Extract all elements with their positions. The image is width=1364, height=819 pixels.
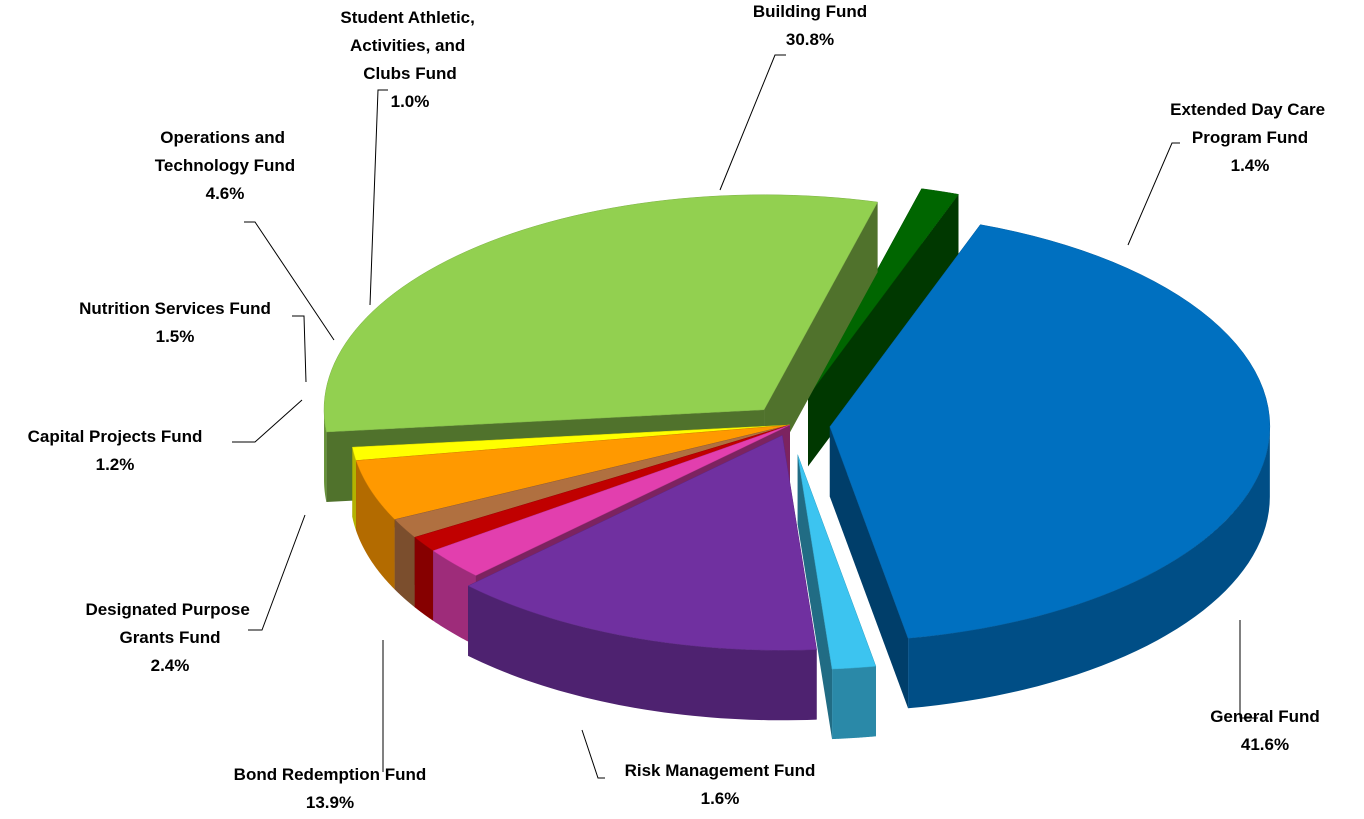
slice-wall <box>356 460 395 590</box>
slice <box>394 424 791 538</box>
category-label: Operations and Technology Fund <box>155 128 295 175</box>
slice-side <box>764 202 878 480</box>
category-label: Extended Day Care Program Fund <box>1170 100 1330 147</box>
slice-wall <box>394 519 415 608</box>
leader-line <box>1239 620 1258 719</box>
value-label: 1.6% <box>701 789 740 808</box>
category-label: General Fund <box>1210 707 1320 726</box>
slice-wall <box>352 447 357 531</box>
value-label: 1.2% <box>96 455 135 474</box>
category-label: Nutrition Services Fund <box>79 299 271 318</box>
slice-wall <box>414 537 434 621</box>
value-label: 4.6% <box>206 184 245 203</box>
slice <box>323 194 879 433</box>
slice <box>797 454 877 670</box>
leader-line <box>232 399 303 443</box>
value-label: 30.8% <box>786 30 834 49</box>
leader-line <box>292 315 307 383</box>
category-label: Student Athletic, Activities, and Clubs … <box>340 8 479 83</box>
value-label: 41.6% <box>1241 735 1289 754</box>
slice <box>355 424 791 520</box>
slice <box>432 424 791 576</box>
leader-line <box>581 729 605 779</box>
category-label: Risk Management Fund <box>625 761 816 780</box>
slice-wall <box>433 550 476 646</box>
slice-side <box>797 454 833 740</box>
category-label: Designated Purpose Grants Fund <box>85 600 254 647</box>
slice-wall <box>908 426 1270 709</box>
value-label: 1.0% <box>391 92 430 111</box>
slice-side <box>808 194 959 467</box>
slice-wall <box>468 585 817 721</box>
category-label: Capital Projects Fund <box>28 427 203 446</box>
slice <box>807 188 959 397</box>
category-label: Building Fund <box>753 2 867 21</box>
leader-line <box>1127 142 1180 246</box>
slice <box>829 224 1271 639</box>
slice-side <box>829 426 909 709</box>
leader-line <box>719 54 786 191</box>
leader-line <box>369 89 388 306</box>
slice-wall <box>832 666 876 740</box>
slice <box>414 424 791 552</box>
slice <box>467 434 817 651</box>
leader-line <box>248 514 306 631</box>
value-label: 2.4% <box>151 656 190 675</box>
slice-wall <box>324 409 327 502</box>
value-label: 13.9% <box>306 793 354 812</box>
value-label: 1.5% <box>156 327 195 346</box>
value-label: 1.4% <box>1231 156 1270 175</box>
pie <box>323 188 1271 740</box>
leader-line <box>244 221 335 341</box>
category-label: Bond Redemption Fund <box>234 765 427 784</box>
